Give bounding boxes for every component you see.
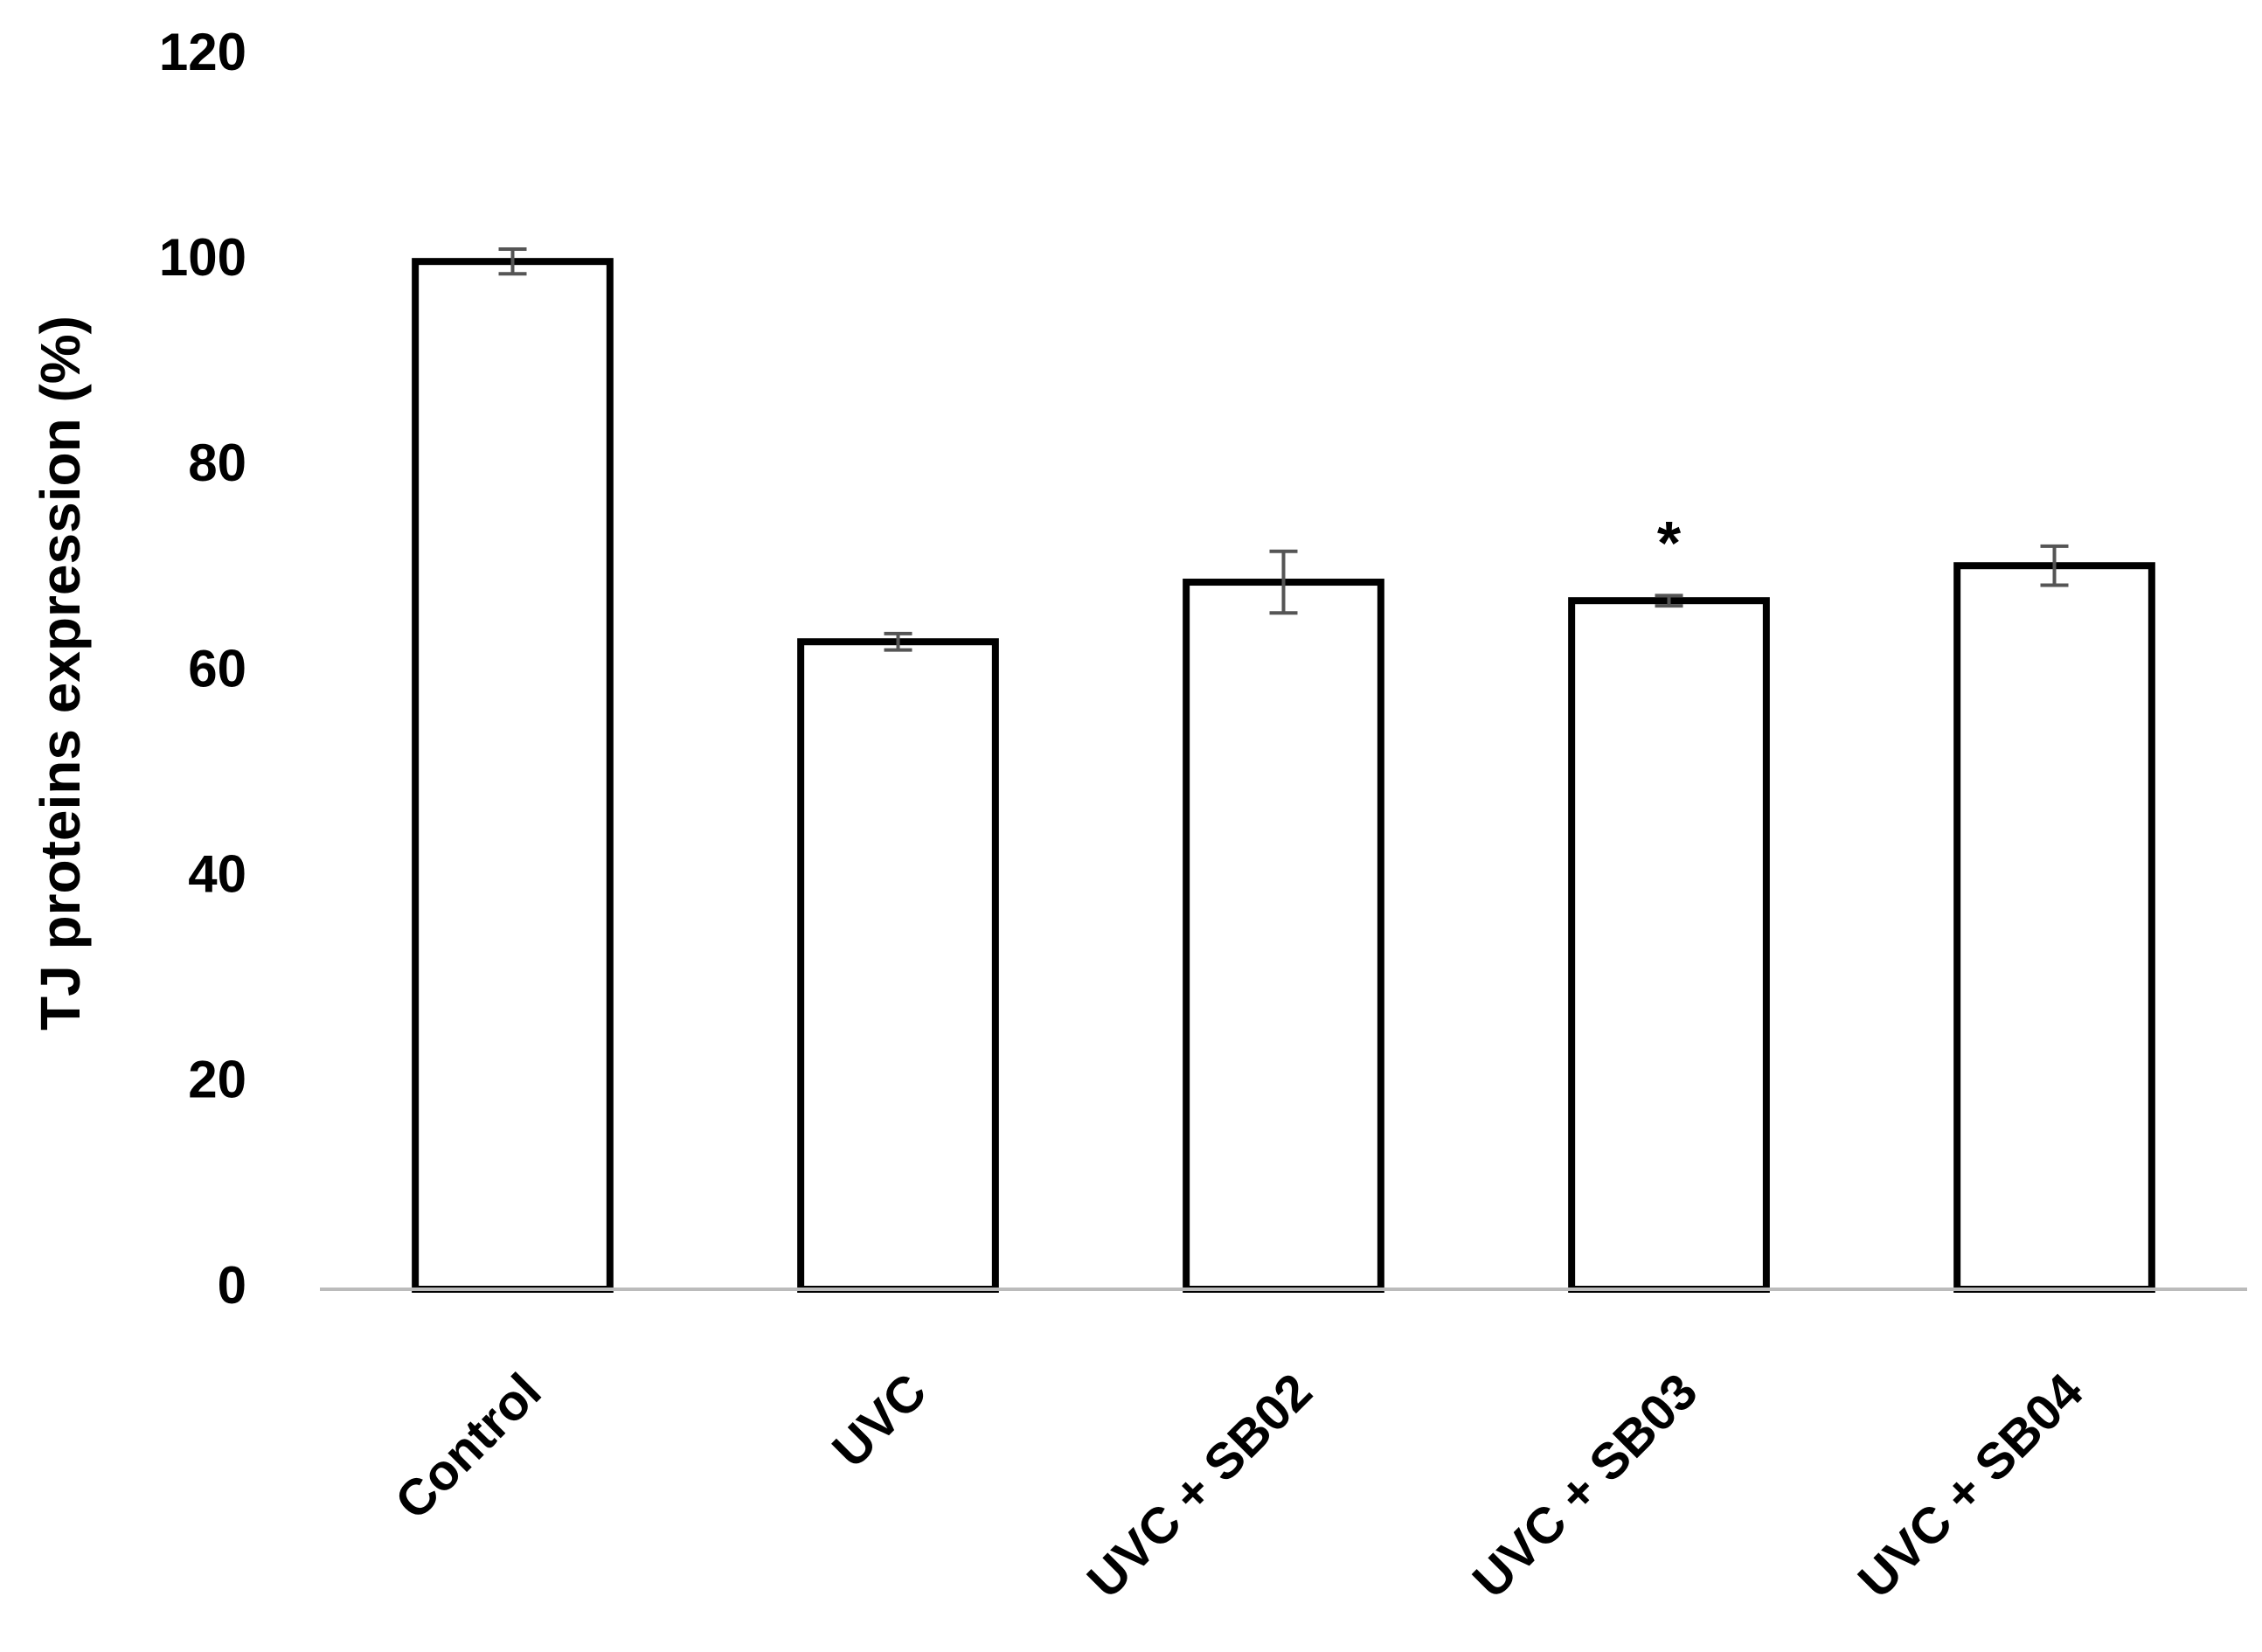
y-tick-label: 0 <box>218 1256 246 1315</box>
y-tick-label: 80 <box>188 434 246 492</box>
y-tick-label: 60 <box>188 639 246 698</box>
x-tick-label: UVC + SB04 <box>1848 1363 2094 1609</box>
y-tick-label: 20 <box>188 1051 246 1109</box>
y-tick-label: 40 <box>188 845 246 904</box>
bar <box>412 258 614 1294</box>
y-tick-label: 100 <box>159 228 246 287</box>
bar <box>1183 579 1384 1293</box>
bar <box>797 638 999 1293</box>
x-tick-label: UVC + SB02 <box>1077 1363 1323 1609</box>
y-axis-label: TJ proteins expression (%) <box>29 316 92 1031</box>
x-tick-label: UVC + SB03 <box>1462 1363 1709 1609</box>
x-tick-label: Control <box>385 1363 552 1531</box>
bar <box>1568 597 1770 1293</box>
bar <box>1953 562 2155 1293</box>
x-tick-label: UVC <box>822 1363 938 1479</box>
annotation: * <box>1657 509 1682 577</box>
y-tick-label: 120 <box>159 23 246 81</box>
